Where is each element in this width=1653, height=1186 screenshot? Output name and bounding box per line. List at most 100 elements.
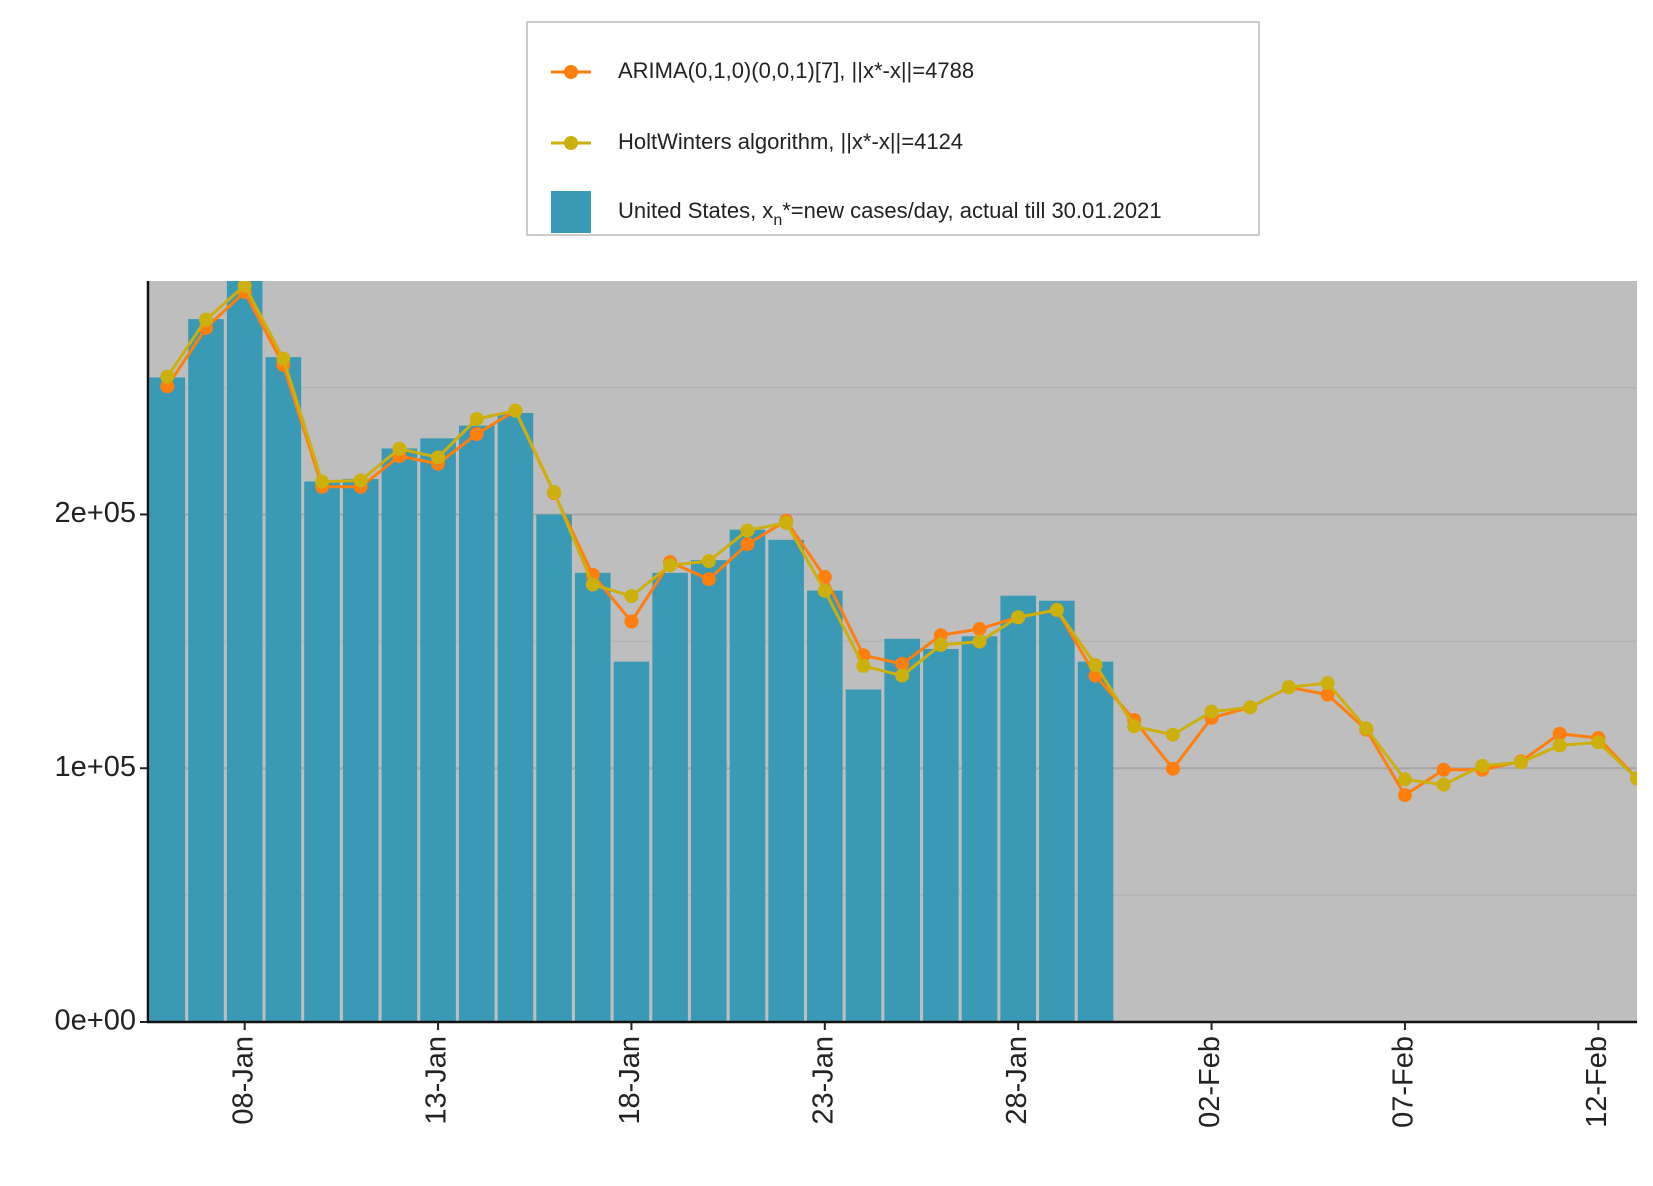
x-tick-label: 08-Jan — [227, 1036, 259, 1125]
bar — [923, 648, 959, 1022]
point — [817, 583, 832, 598]
point — [508, 403, 523, 418]
bar — [1039, 600, 1075, 1022]
legend-label: United States, xn*=new cases/day, actual… — [618, 198, 1162, 229]
bar — [381, 448, 418, 1022]
point — [972, 621, 987, 636]
legend-point — [564, 136, 578, 150]
y-tick-label: 2e+05 — [55, 497, 136, 529]
legend-label-part: United States, x — [618, 198, 773, 223]
point — [353, 473, 368, 488]
x-tick-label: 13-Jan — [421, 1036, 453, 1125]
bar — [188, 319, 224, 1022]
point — [1513, 755, 1528, 770]
bar — [265, 357, 302, 1022]
point — [431, 450, 446, 465]
y-tick-label: 0e+00 — [55, 1005, 136, 1037]
point — [701, 554, 716, 569]
bar — [1077, 661, 1114, 1022]
bar — [613, 661, 650, 1022]
point — [469, 427, 484, 442]
point — [1165, 761, 1180, 776]
point — [1281, 680, 1296, 695]
bar — [497, 412, 534, 1022]
point — [237, 281, 252, 293]
point — [1011, 610, 1026, 625]
point — [1320, 675, 1335, 690]
point — [392, 441, 407, 456]
point — [624, 614, 639, 629]
point — [160, 369, 175, 384]
bar — [768, 539, 804, 1022]
bar — [845, 689, 882, 1022]
point — [895, 668, 910, 683]
bar — [807, 590, 843, 1022]
x-tick-label: 07-Feb — [1388, 1036, 1420, 1128]
x-tick-label: 02-Feb — [1194, 1036, 1226, 1128]
legend-label-part: n — [773, 212, 782, 229]
point — [933, 628, 948, 643]
legend-label-part: *=new cases/day, actual till 30.01.2021 — [782, 198, 1161, 223]
bar — [342, 478, 379, 1022]
point — [547, 485, 562, 500]
point — [199, 312, 214, 327]
bar — [420, 438, 456, 1022]
point — [895, 656, 910, 671]
point — [1243, 700, 1258, 715]
point — [1320, 687, 1335, 702]
point — [1436, 777, 1451, 792]
point — [1436, 762, 1451, 777]
bar — [961, 636, 998, 1022]
point — [740, 523, 755, 538]
legend-label: ARIMA(0,1,0)(0,0,1)[7], ||x*-x||=4788 — [618, 58, 974, 83]
point — [315, 474, 330, 489]
point — [1552, 726, 1567, 741]
point — [856, 658, 871, 673]
y-tick-label: 1e+05 — [55, 751, 136, 783]
point — [1049, 602, 1064, 617]
point — [624, 589, 639, 604]
bar — [226, 281, 263, 1022]
point — [1088, 657, 1103, 672]
legend-label: HoltWinters algorithm, ||x*-x||=4124 — [618, 129, 963, 154]
bar — [1000, 595, 1036, 1022]
legend-box — [526, 21, 1260, 236]
point — [1552, 738, 1567, 753]
point — [1204, 704, 1219, 719]
bar — [691, 560, 727, 1022]
bar — [652, 572, 688, 1022]
point — [663, 558, 678, 573]
x-tick-label: 18-Jan — [614, 1036, 646, 1125]
point — [160, 379, 175, 394]
legend-swatch — [551, 191, 591, 233]
point — [469, 412, 484, 427]
x-tick-label: 28-Jan — [1001, 1036, 1033, 1125]
point — [1165, 727, 1180, 742]
x-tick-label: 12-Feb — [1581, 1036, 1613, 1128]
point — [1359, 721, 1374, 736]
bar — [729, 529, 766, 1022]
point — [1127, 719, 1142, 734]
point — [1591, 735, 1606, 750]
point — [1475, 758, 1490, 773]
bar — [304, 481, 340, 1022]
point — [1630, 771, 1637, 786]
point — [276, 351, 291, 366]
point — [779, 515, 794, 530]
bar — [536, 514, 572, 1022]
x-tick-label: 23-Jan — [807, 1036, 839, 1125]
point — [1397, 788, 1412, 803]
point — [740, 537, 755, 552]
bar — [458, 425, 495, 1022]
point — [701, 572, 716, 587]
point — [1397, 772, 1412, 787]
point — [972, 634, 987, 649]
point — [933, 637, 948, 652]
point — [585, 577, 600, 592]
bar — [574, 572, 611, 1022]
bar — [149, 377, 186, 1022]
bar — [884, 638, 920, 1022]
point — [817, 569, 832, 584]
legend-point — [564, 65, 578, 79]
